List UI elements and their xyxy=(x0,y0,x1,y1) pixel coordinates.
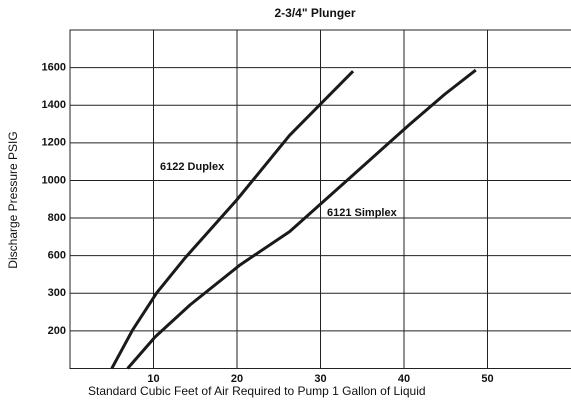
x-tick-label: 20 xyxy=(231,373,243,385)
x-tick-label: 40 xyxy=(398,373,410,385)
x-tick-label: 30 xyxy=(314,373,326,385)
series-label: 6121 Simplex xyxy=(327,207,398,219)
y-axis-label: Discharge Pressure PSIG xyxy=(6,131,20,268)
x-axis-label: Standard Cubic Feet of Air Required to P… xyxy=(88,384,426,398)
y-tick-label: 1600 xyxy=(42,62,66,74)
y-tick-label: 200 xyxy=(48,325,66,337)
plot-frame xyxy=(69,29,571,369)
chart-title: 2-3/4" Plunger xyxy=(274,6,355,20)
y-tick-label: 300 xyxy=(48,287,66,299)
y-tick-label: 1400 xyxy=(42,99,66,111)
x-tick-label: 50 xyxy=(481,373,493,385)
y-tick-label: 800 xyxy=(48,212,66,224)
y-tick-label: 600 xyxy=(48,250,66,262)
data-line xyxy=(110,70,355,370)
data-line xyxy=(126,68,477,370)
y-tick-label: 1200 xyxy=(42,137,66,149)
y-tick-label: 1000 xyxy=(42,174,66,186)
series-label: 6122 Duplex xyxy=(160,161,225,173)
x-tick-label: 10 xyxy=(147,373,159,385)
